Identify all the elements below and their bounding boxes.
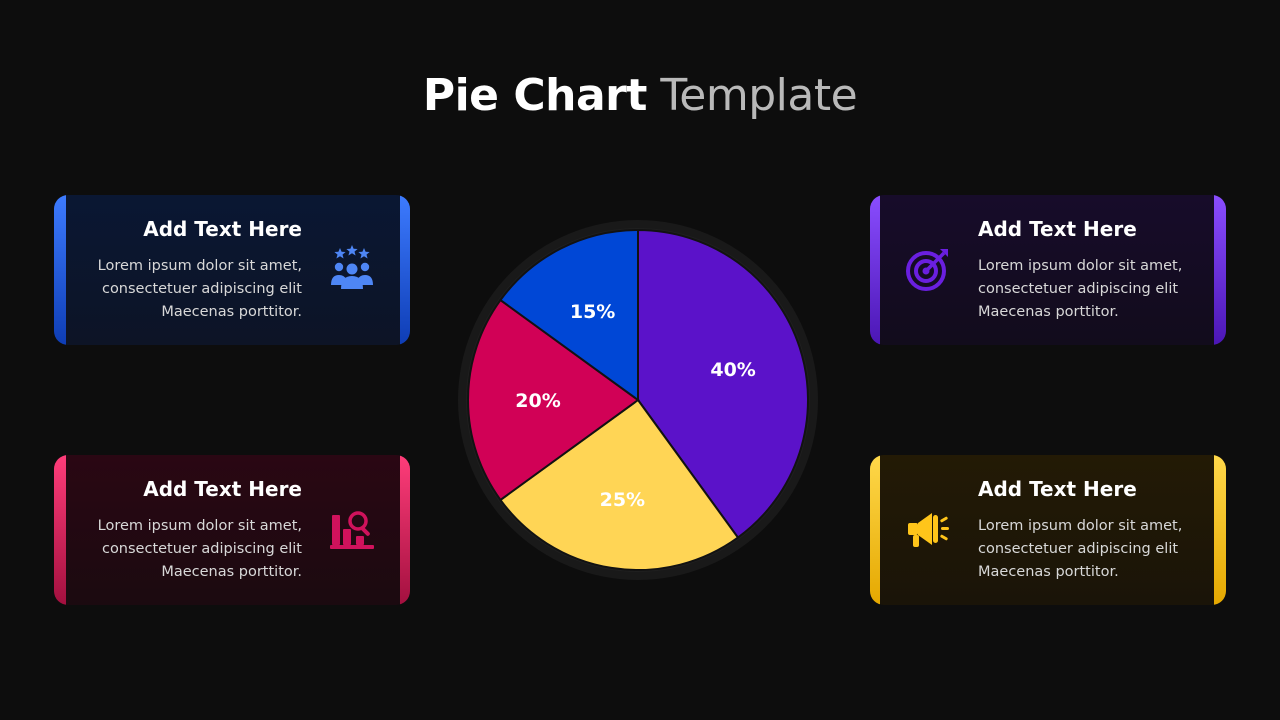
card-heading: Add Text Here [143,217,302,241]
page-title: Pie Chart Template [0,70,1280,121]
megaphone-icon [908,513,949,547]
card-body-line: Lorem ipsum dolor sit amet, [978,258,1183,274]
info-card-blue: Add Text Here Lorem ipsum dolor sit amet… [54,195,410,345]
card-body-line: consectetuer adipiscing elit [101,541,302,557]
card-body: Lorem ipsum dolor sit amet, consectetuer… [98,515,302,584]
pie-slice-label: 20% [515,390,560,412]
card-body-line: consectetuer adipiscing elit [101,281,302,297]
info-card-purple: Add Text Here Lorem ipsum dolor sit amet… [870,195,1226,345]
title-light: Template [660,70,858,121]
card-heading: Add Text Here [978,477,1137,501]
card-heading: Add Text Here [143,477,302,501]
pie-slice-40 [637,228,809,539]
team-stars-icon [331,245,373,289]
chart-search-icon [330,511,374,549]
card-body-line: consectetuer adipiscing elit [978,281,1179,297]
title-bold: Pie Chart [422,70,648,121]
card-body-line: Maecenas porttitor. [161,304,302,320]
info-card-yellow: Add Text Here Lorem ipsum dolor sit amet… [870,455,1226,605]
pie-slice-20 [467,298,640,502]
pie-slice-label: 25% [600,489,645,511]
pie-chart-svg: 40% 25% 20% 15% [458,220,818,580]
pie-chart: 40% 25% 20% 15% [450,210,830,590]
card-heading: Add Text Here [978,217,1137,241]
card-body-line: consectetuer adipiscing elit [978,541,1179,557]
card-body: Lorem ipsum dolor sit amet, consectetuer… [978,515,1182,584]
pie-slice-25 [499,398,740,571]
target-icon [906,249,948,291]
card-body-line: Maecenas porttitor. [161,564,302,580]
card-body: Lorem ipsum dolor sit amet, consectetuer… [98,255,302,324]
info-card-pink: Add Text Here Lorem ipsum dolor sit amet… [54,455,410,605]
card-body-line: Lorem ipsum dolor sit amet, [978,518,1183,534]
pie-slice-label: 40% [710,359,755,381]
pie-slice-15 [499,228,639,402]
pie-slice-label: 15% [570,301,615,323]
card-body-line: Lorem ipsum dolor sit amet, [97,518,302,534]
card-body: Lorem ipsum dolor sit amet, consectetuer… [978,255,1182,324]
card-body-line: Maecenas porttitor. [978,564,1119,580]
card-body-line: Maecenas porttitor. [978,304,1119,320]
card-body-line: Lorem ipsum dolor sit amet, [97,258,302,274]
